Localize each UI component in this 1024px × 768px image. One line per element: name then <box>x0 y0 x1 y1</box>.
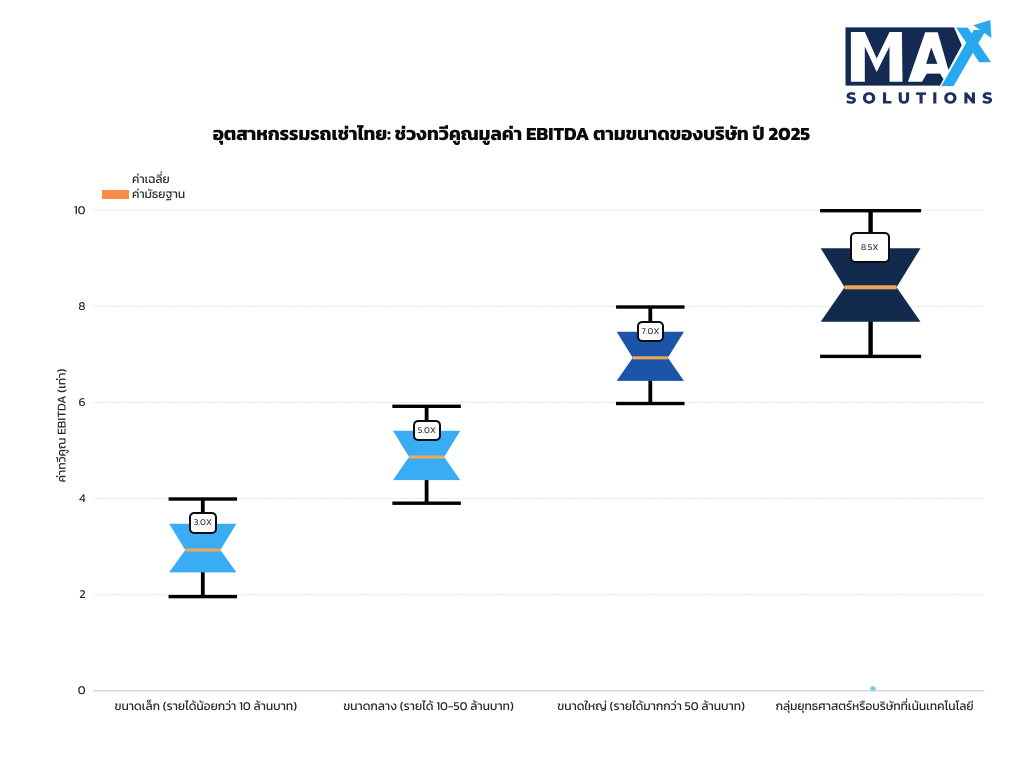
svg-text:SOLUTIONS: SOLUTIONS <box>846 89 998 108</box>
